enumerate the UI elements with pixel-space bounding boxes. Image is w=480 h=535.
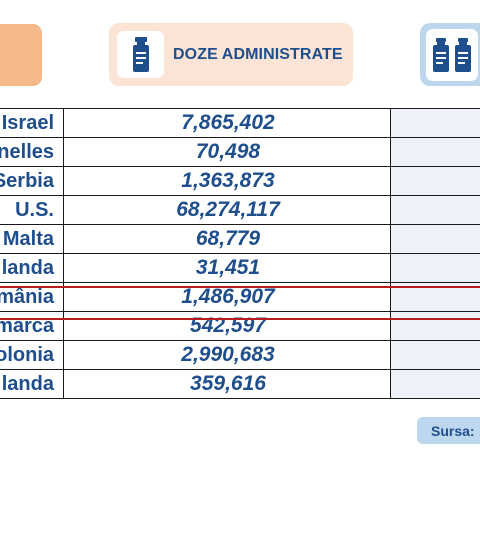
doses-cell: 68,779 bbox=[63, 224, 391, 254]
source-label: Sursa: bbox=[417, 417, 480, 444]
next-column-cell bbox=[390, 224, 480, 254]
table-row: landa 359,616 bbox=[0, 369, 480, 399]
country-cell: olonia bbox=[0, 340, 64, 370]
source-text: Sursa: bbox=[431, 422, 475, 439]
doses-cell: 68,274,117 bbox=[63, 195, 391, 225]
country-cell: marca bbox=[0, 311, 64, 341]
doses-cell: 2,990,683 bbox=[63, 340, 391, 370]
country-cell: Malta bbox=[0, 224, 64, 254]
next-column-cell bbox=[390, 340, 480, 370]
next-column-cell bbox=[390, 166, 480, 196]
doses-header-badge: DOZE ADMINISTRATE bbox=[109, 23, 353, 86]
two-vaccine-vials-icon bbox=[426, 28, 478, 81]
table-row: nelles 70,498 bbox=[0, 137, 480, 167]
table-row: marca 542,597 bbox=[0, 311, 480, 341]
table-row: U.S. 68,274,117 bbox=[0, 195, 480, 225]
table-row: olonia 2,990,683 bbox=[0, 340, 480, 370]
vaccine-vial-icon bbox=[117, 31, 164, 78]
highlight-line-top bbox=[0, 286, 480, 288]
doses-cell: 31,451 bbox=[63, 253, 391, 283]
highlight-line-bottom bbox=[0, 318, 480, 320]
next-column-cell bbox=[390, 369, 480, 399]
doses-cell: 70,498 bbox=[63, 137, 391, 167]
table-row: Serbia 1,363,873 bbox=[0, 166, 480, 196]
next-column-cell bbox=[390, 311, 480, 341]
doses-title: DOZE ADMINISTRATE bbox=[173, 45, 343, 63]
table-row: Israel 7,865,402 bbox=[0, 108, 480, 138]
doses-cell: 7,865,402 bbox=[63, 108, 391, 138]
doses-table: Israel 7,865,402 nelles 70,498 Serbia 1,… bbox=[0, 108, 480, 399]
doses-cell: 359,616 bbox=[63, 369, 391, 399]
country-cell: landa bbox=[0, 253, 64, 283]
next-column-cell bbox=[390, 137, 480, 167]
next-column-cell bbox=[390, 253, 480, 283]
header-badge-left bbox=[0, 24, 42, 86]
country-cell: nelles bbox=[0, 137, 64, 167]
doses-cell: 542,597 bbox=[63, 311, 391, 341]
next-column-cell bbox=[390, 195, 480, 225]
country-cell: Serbia bbox=[0, 166, 64, 196]
next-column-cell bbox=[390, 108, 480, 138]
doses-cell: 1,363,873 bbox=[63, 166, 391, 196]
table-row: landa 31,451 bbox=[0, 253, 480, 283]
second-dose-header-badge bbox=[420, 23, 480, 86]
country-cell: U.S. bbox=[0, 195, 64, 225]
country-cell: landa bbox=[0, 369, 64, 399]
table-row: Malta 68,779 bbox=[0, 224, 480, 254]
country-cell: Israel bbox=[0, 108, 64, 138]
